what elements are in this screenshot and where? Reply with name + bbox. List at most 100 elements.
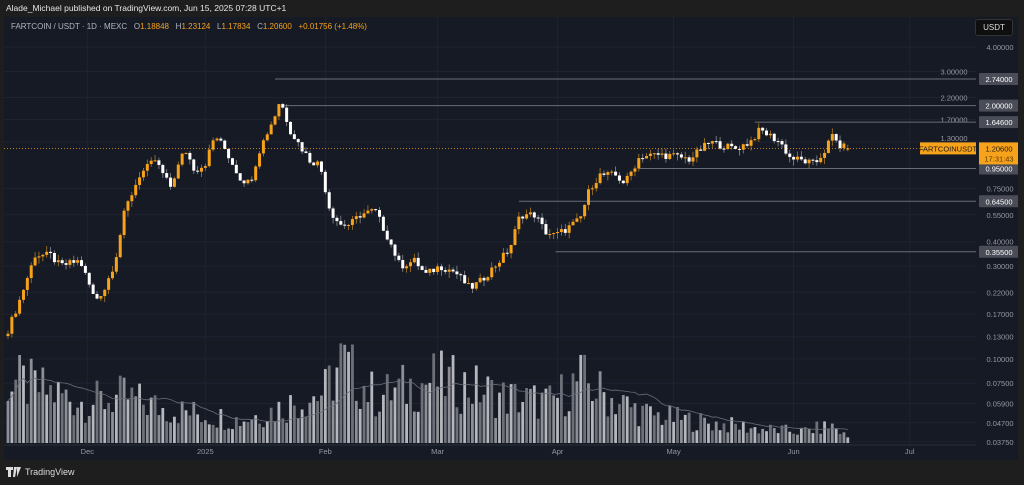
candle-body	[563, 229, 567, 233]
volume-bar	[842, 432, 846, 443]
volume-bar	[203, 420, 207, 443]
volume-bar	[6, 400, 10, 443]
volume-bar	[521, 401, 525, 443]
tradingview-logo[interactable]: TradingView	[6, 467, 75, 477]
candle-body	[602, 173, 606, 175]
volume-bar	[242, 421, 246, 443]
volume-bar	[370, 371, 374, 443]
volume-bar	[552, 395, 556, 443]
volume-bar	[440, 350, 443, 443]
candle-body	[25, 277, 29, 290]
low-label: L	[217, 22, 222, 31]
volume-bar	[668, 405, 672, 443]
volume-bar	[188, 415, 192, 443]
candle-body	[269, 124, 273, 135]
candle-body	[227, 148, 231, 159]
volume-bar	[575, 381, 579, 443]
candle-body	[467, 283, 471, 285]
candle-body	[714, 141, 718, 143]
volume-bar	[540, 392, 544, 443]
candle-body	[494, 266, 498, 268]
volume-bar	[815, 421, 819, 443]
candle-body	[347, 224, 351, 226]
candle-body	[532, 212, 536, 218]
currency-button[interactable]: USDT	[975, 19, 1013, 36]
symbol-tag-label: FARTCOINUSDT	[919, 144, 978, 153]
candle-body	[277, 104, 281, 117]
x-tick-label: Apr	[552, 447, 564, 456]
volume-bar	[389, 400, 393, 443]
volume-bar	[196, 414, 200, 443]
brand-name: TradingView	[25, 467, 75, 477]
volume-bar	[111, 411, 114, 443]
candle-body	[587, 189, 590, 205]
volume-bar	[633, 403, 637, 443]
volume-bar	[459, 413, 463, 443]
volume-bar	[532, 385, 536, 443]
volume-bar	[629, 407, 633, 443]
volume-bar	[405, 403, 409, 443]
candle-body	[648, 153, 652, 157]
candle-body	[350, 219, 354, 225]
candle-body	[753, 139, 757, 141]
volume-bar	[60, 393, 64, 443]
volume-bar	[776, 433, 780, 443]
volume-bar	[269, 407, 273, 443]
candle-body	[176, 164, 180, 179]
volume-bar	[76, 407, 80, 443]
candle-body	[432, 268, 436, 273]
candle-body	[21, 289, 25, 300]
volume-bar	[660, 424, 664, 443]
y-tick-label: 3.00000	[940, 67, 967, 76]
candle-body	[91, 284, 95, 294]
level-price-label: 2.00000	[985, 102, 1012, 111]
candle-body	[331, 208, 335, 218]
y-tick-label: 4.00000	[986, 43, 1013, 52]
volume-bar	[699, 413, 703, 443]
candle-body	[463, 275, 467, 284]
x-tick-label: Feb	[319, 447, 332, 456]
candle-body	[761, 127, 765, 131]
volume-bar	[153, 395, 157, 443]
candle-body	[281, 104, 285, 108]
volume-bar	[486, 376, 490, 443]
candle-body	[41, 254, 45, 257]
volume-bar	[807, 428, 811, 443]
candle-body	[695, 149, 699, 158]
candle-body	[610, 171, 614, 173]
volume-bar	[525, 388, 528, 443]
candle-body	[14, 313, 18, 317]
volume-bar	[165, 421, 169, 443]
volume-bar	[409, 378, 412, 443]
tradingview-logo-icon	[6, 467, 21, 477]
candle-body	[389, 239, 393, 245]
candle-body	[145, 163, 149, 171]
volume-bar	[436, 386, 439, 443]
candle-body	[60, 260, 64, 264]
candle-body	[223, 140, 227, 149]
volume-bar	[103, 409, 107, 443]
candle-body	[316, 161, 320, 166]
price-chart[interactable]: 4.00000 3.00000 2.20000 1.70000 1.30000 0.750…	[4, 17, 1018, 460]
candle-body	[141, 170, 145, 178]
y-tick-label: 0.10000	[986, 355, 1013, 364]
volume-bar	[207, 424, 211, 443]
volume-bar	[366, 401, 370, 443]
volume-bar	[169, 422, 172, 443]
volume-bar	[412, 411, 416, 443]
candle-body	[149, 160, 153, 164]
volume-bar	[695, 430, 699, 443]
candle-body	[474, 282, 478, 289]
candle-body	[737, 148, 741, 150]
chart-panel[interactable]: FARTCOIN / USDT · 1D · MEXC O1.18848 H1.…	[4, 17, 1018, 460]
candle-body	[378, 210, 382, 217]
volume-bar	[37, 392, 41, 443]
candle-body	[80, 260, 84, 267]
candle-body	[676, 153, 680, 155]
low-value: 1.17834	[221, 22, 251, 31]
candle-body	[795, 156, 799, 160]
candle-body	[544, 224, 548, 235]
candle-body	[335, 217, 339, 222]
volume-bar	[33, 370, 37, 443]
candle-body	[645, 156, 649, 159]
